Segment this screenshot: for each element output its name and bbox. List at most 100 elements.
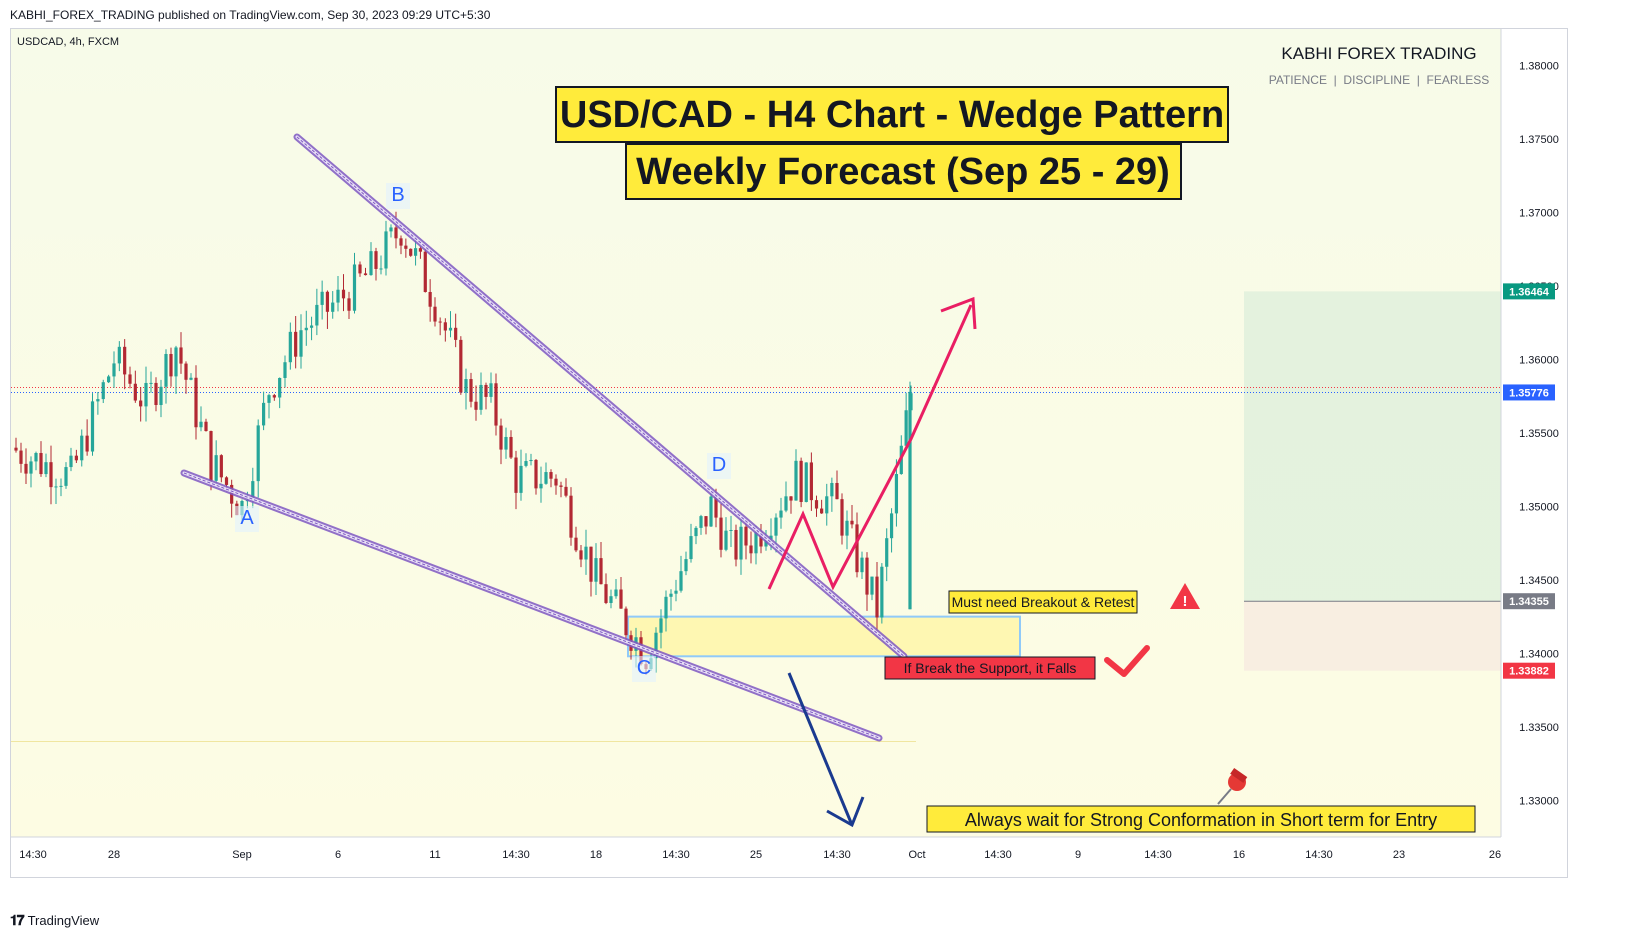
candle-body	[159, 386, 163, 406]
candle-body	[464, 379, 468, 393]
candle-body	[594, 558, 598, 582]
title-sub: Weekly Forecast (Sep 25 - 29)	[636, 151, 1170, 193]
candle-body	[504, 436, 508, 450]
candle-body	[739, 526, 743, 560]
candle-body	[704, 516, 708, 527]
candle-body	[684, 559, 688, 572]
candle-body	[779, 510, 783, 518]
candle-body	[554, 478, 558, 486]
candle-body	[409, 248, 413, 256]
candle-body	[539, 483, 543, 489]
candle-body	[479, 384, 483, 410]
time-tick-label: 6	[335, 849, 341, 861]
candle-body	[214, 455, 218, 481]
candle-body	[358, 264, 362, 274]
candle-body	[559, 485, 563, 487]
time-tick-label: 14:30	[19, 849, 47, 861]
published-line: KABHI_FOREX_TRADING published on Trading…	[10, 8, 491, 22]
candle-body	[875, 576, 879, 618]
candle-body	[24, 463, 28, 474]
svg-text:!: !	[1183, 593, 1188, 610]
candle-body	[309, 325, 314, 328]
candle-body	[759, 531, 763, 547]
candle-body	[865, 557, 869, 595]
price-tick-label: 1.33000	[1519, 795, 1559, 807]
wave-label-bg	[235, 506, 259, 532]
candle-body	[499, 425, 503, 450]
candle-body	[59, 485, 63, 487]
candle-body	[44, 462, 48, 475]
candle-body	[389, 227, 393, 232]
time-tick-label: 9	[1075, 849, 1081, 861]
candle-body	[363, 273, 368, 276]
candle-body	[278, 377, 282, 398]
check-icon	[1104, 645, 1150, 677]
candle-body	[219, 455, 223, 478]
time-tick-label: 18	[590, 849, 602, 861]
candle-body	[69, 455, 73, 468]
candle-body	[117, 346, 121, 364]
candle-body	[169, 353, 173, 377]
candle-body	[769, 535, 773, 540]
candle-body	[49, 462, 53, 488]
candle-body	[814, 500, 819, 509]
price-tag-current-label: 1.35776	[1509, 387, 1549, 399]
candle-body	[889, 513, 894, 539]
candle-body	[459, 339, 463, 393]
candle-body	[54, 486, 58, 488]
candle-body	[283, 362, 287, 378]
candle-body	[29, 461, 33, 474]
candle-body	[448, 327, 453, 331]
candle-body	[654, 632, 658, 659]
candle-body	[184, 363, 188, 380]
candle-body	[514, 457, 518, 493]
candle-body	[729, 529, 733, 531]
candle-body	[569, 495, 573, 538]
candle-body	[112, 363, 116, 377]
candle-body	[724, 530, 728, 550]
wave-label-d: D	[712, 454, 726, 476]
candle-body	[679, 571, 683, 591]
candle-body	[128, 374, 132, 384]
candle-body	[850, 520, 854, 525]
price-tag-current	[1503, 384, 1555, 401]
candle-body	[341, 289, 346, 299]
candle-body	[845, 520, 849, 536]
title-main: USD/CAD - H4 Chart - Wedge Pattern	[560, 94, 1224, 136]
support-zone	[627, 615, 1021, 658]
wave-label-a: A	[240, 507, 254, 529]
tradingview-text: TradingView	[27, 913, 100, 928]
candle-body	[744, 526, 748, 546]
candle-body	[870, 576, 874, 595]
candle-body	[438, 321, 442, 323]
candle-body	[267, 395, 271, 403]
down-forecast-arrow	[787, 672, 854, 826]
candle-body	[840, 499, 844, 536]
candle-body	[564, 486, 568, 496]
candle-body	[433, 306, 437, 322]
candle-body	[860, 557, 864, 573]
candle-body	[14, 447, 18, 451]
candle-body	[164, 353, 168, 387]
candle-body	[809, 462, 813, 501]
wave-label-c: C	[637, 657, 651, 679]
candle-body	[709, 496, 713, 527]
up-arrow-head	[940, 296, 977, 330]
candle-body	[489, 383, 493, 397]
candle-body	[352, 264, 357, 311]
price-tick-label: 1.33500	[1519, 722, 1559, 734]
candle-body	[609, 596, 613, 603]
price-tick-label: 1.38000	[1519, 61, 1559, 73]
candle-body	[144, 382, 148, 407]
candle-body	[604, 584, 608, 603]
candle-body	[584, 546, 588, 560]
tradingview-logo[interactable]: 𝟏𝟕 TradingView	[10, 912, 99, 929]
time-tick-label: 16	[1233, 849, 1245, 861]
candle-body	[794, 460, 798, 501]
candle-body	[384, 231, 388, 269]
candle-body	[96, 399, 100, 402]
candle-body	[399, 238, 403, 246]
candle-body	[624, 608, 628, 636]
